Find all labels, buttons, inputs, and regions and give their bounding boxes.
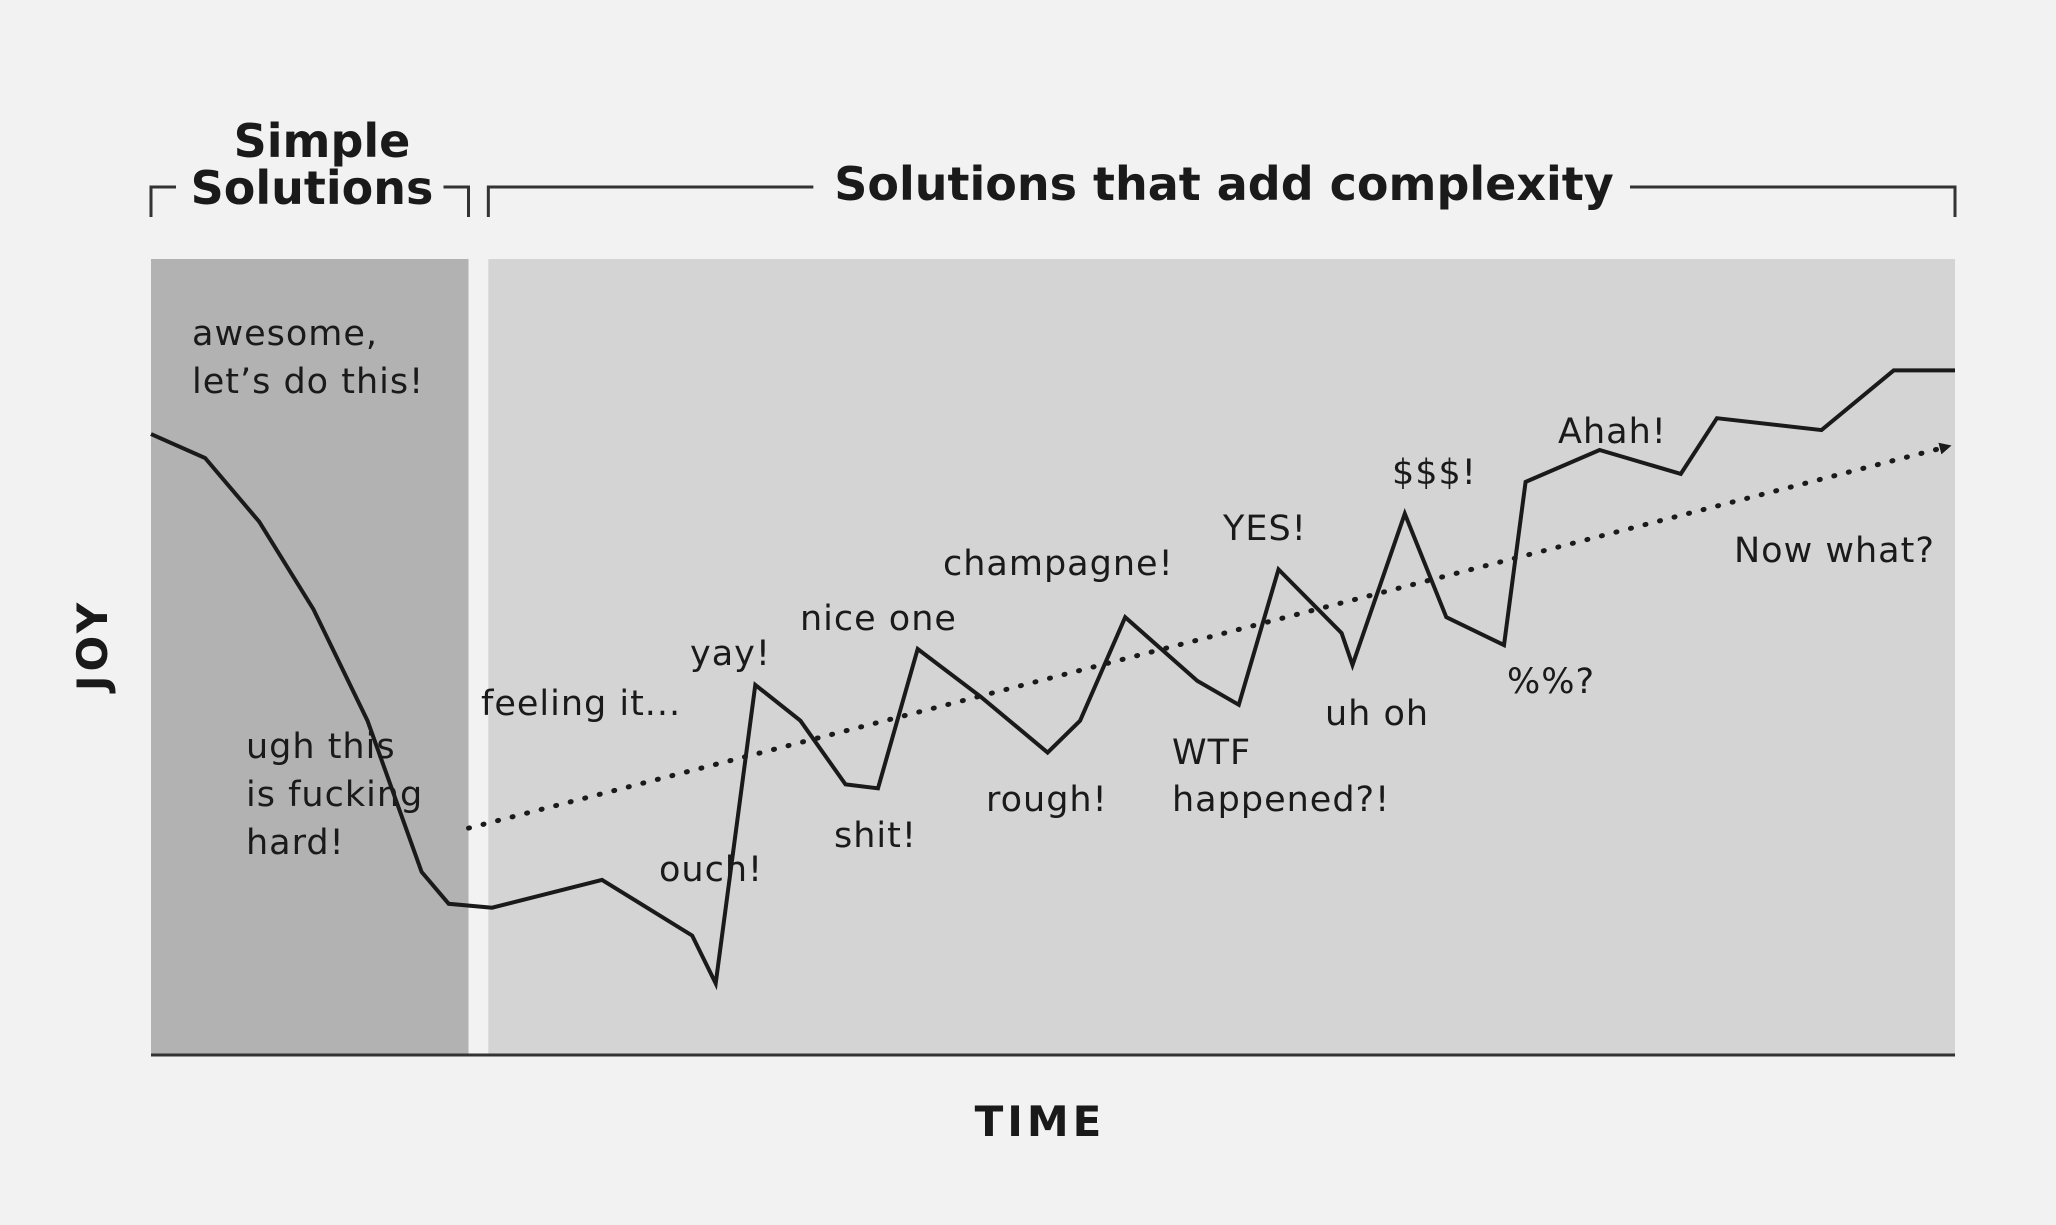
annotation-now-what: Now what? xyxy=(1734,531,1935,571)
joy-series-line xyxy=(150,368,1955,991)
bracket-simple-right xyxy=(443,185,471,217)
annotation-ouch: ouch! xyxy=(659,850,763,890)
bracket-complex-left xyxy=(486,185,814,217)
header-complex: Solutions that add complexity xyxy=(834,157,1614,211)
y-axis-label: JOY xyxy=(68,599,117,694)
annotation-money: $$$! xyxy=(1392,453,1477,493)
bracket-complex-right xyxy=(1630,185,1957,217)
annotation-ugh: ugh this is fucking hard! xyxy=(246,727,435,863)
annotation-ahah: Ahah! xyxy=(1558,412,1667,452)
annotation-nice-one: nice one xyxy=(800,599,957,639)
annotation-champagne: champagne! xyxy=(943,544,1174,584)
annotation-shit: shit! xyxy=(834,816,917,856)
annotation-awesome: awesome, let’s do this! xyxy=(192,314,424,402)
annotation-wtf: WTF happened?! xyxy=(1172,733,1390,820)
annotation-uh-oh: uh oh xyxy=(1325,694,1429,734)
bracket-simple-left xyxy=(149,185,176,217)
header-simple-line1: Simple xyxy=(234,114,411,168)
region-simple-solutions xyxy=(151,259,469,1055)
region-complex-solutions xyxy=(488,259,1955,1055)
annotation-feeling-it: feeling it... xyxy=(481,684,681,724)
trend-series-arrow xyxy=(466,442,1953,831)
header-simple-line2: Solutions xyxy=(191,161,434,215)
x-axis-label: TIME xyxy=(975,1097,1106,1146)
annotation-yes: YES! xyxy=(1222,509,1307,549)
annotation-rough: rough! xyxy=(986,780,1108,820)
annotation-percent: %%? xyxy=(1507,662,1595,702)
annotation-yay: yay! xyxy=(690,634,771,674)
